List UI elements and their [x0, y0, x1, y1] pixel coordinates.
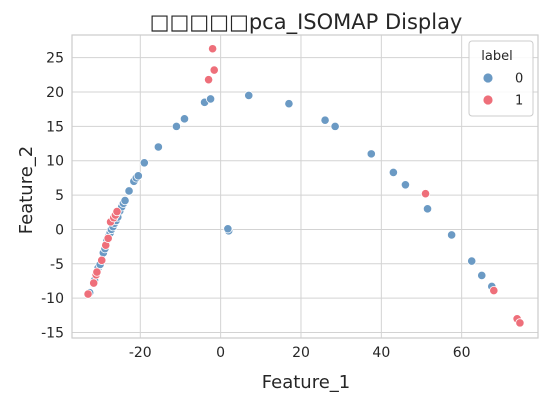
data-point-label-1 — [103, 233, 113, 243]
y-tick-label: 5 — [55, 188, 64, 204]
data-point-label-0 — [400, 180, 411, 190]
grid — [72, 35, 538, 338]
legend-label-1: 1 — [515, 94, 523, 109]
data-point-label-0 — [330, 121, 340, 131]
y-tick-label: -5 — [50, 257, 64, 273]
data-point-label-0 — [124, 186, 134, 196]
data-point-label-0 — [447, 230, 457, 240]
legend-marker-0 — [482, 72, 494, 84]
x-tick-label: -20 — [129, 345, 152, 361]
plot-frame — [71, 34, 539, 339]
tick-labels: -20 0 20 40 60 -15 -10 -5 0 5 10 15 20 25 — [41, 51, 470, 361]
data-point-label-0 — [120, 195, 130, 206]
x-axis-label: Feature_1 — [262, 372, 350, 393]
x-tick-label: 20 — [292, 345, 310, 361]
data-point-label-1 — [489, 285, 499, 296]
data-point-label-1 — [89, 278, 99, 288]
data-point-label-0 — [284, 99, 294, 109]
data-point-label-0 — [244, 90, 254, 101]
y-tick-label: 0 — [55, 222, 64, 238]
y-tick-label: 25 — [46, 51, 64, 67]
data-point-label-0 — [139, 158, 149, 168]
data-point-label-1 — [203, 75, 214, 85]
y-tick-label: -10 — [41, 291, 64, 307]
x-tick-label: 0 — [216, 345, 225, 361]
data-point-label-1 — [83, 289, 93, 299]
x-tick-label: 40 — [372, 345, 390, 361]
data-point-label-1 — [209, 65, 219, 75]
data-point-label-0 — [223, 224, 233, 234]
y-tick-label: 20 — [46, 85, 64, 101]
legend: label 0 1 — [468, 40, 534, 117]
data-point-label-0 — [366, 149, 376, 159]
x-tick-label: 60 — [453, 345, 471, 361]
data-point-label-0 — [422, 204, 433, 214]
data-point-label-0 — [133, 171, 143, 181]
y-axis-label: Feature_2 — [16, 146, 37, 234]
data-point-label-1 — [97, 255, 107, 265]
data-point-label-0 — [179, 114, 190, 124]
legend-title: label — [481, 49, 512, 64]
legend-label-0: 0 — [515, 72, 523, 87]
data-point-label-0 — [467, 256, 477, 266]
y-tick-label: 15 — [46, 119, 64, 135]
data-point-label-1 — [92, 267, 102, 277]
legend-marker-1 — [482, 94, 494, 106]
data-point-label-0 — [320, 115, 330, 125]
y-tick-label: -15 — [41, 326, 64, 342]
data-points — [83, 44, 525, 328]
data-point-label-0 — [153, 142, 163, 152]
data-point-label-0 — [205, 94, 216, 104]
data-point-label-1 — [208, 44, 218, 54]
data-point-label-0 — [388, 167, 398, 178]
y-tick-label: 10 — [46, 154, 64, 170]
data-point-label-1 — [515, 318, 525, 328]
data-point-label-0 — [171, 121, 182, 131]
chart-title: □□□□□pca_ISOMAP Display — [150, 10, 463, 35]
data-point-label-1 — [420, 189, 431, 199]
data-point-label-0 — [477, 270, 487, 281]
data-point-label-1 — [112, 206, 122, 217]
